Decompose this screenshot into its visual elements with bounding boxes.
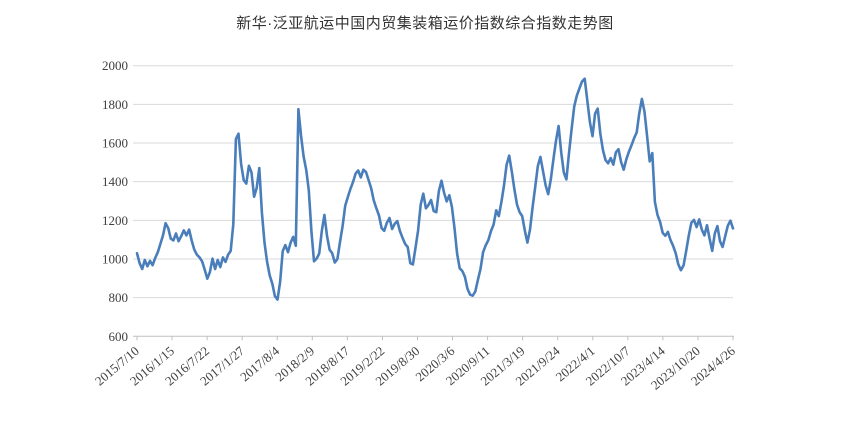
chart-title: 新华·泛亚航运中国内贸集装箱运价指数综合指数走势图 [236,15,614,32]
composite-index-line [135,77,735,301]
y-tick-label: 800 [109,290,129,305]
y-tick-label: 1200 [102,213,128,228]
y-tick-label: 1000 [102,251,128,266]
y-tick-label: 1400 [102,174,128,189]
x-axis [133,335,734,341]
gridlines [133,65,733,299]
y-tick-label: 1600 [102,136,128,151]
y-tick-label: 2000 [102,58,128,73]
y-axis-labels: 600 800 1000 1200 1400 1600 1800 2000 [102,58,128,344]
x-axis-labels: 2015/7/102016/1/152016/7/222017/1/272017… [92,343,738,393]
y-tick-label: 600 [109,329,129,344]
y-tick-label: 1800 [102,97,128,112]
